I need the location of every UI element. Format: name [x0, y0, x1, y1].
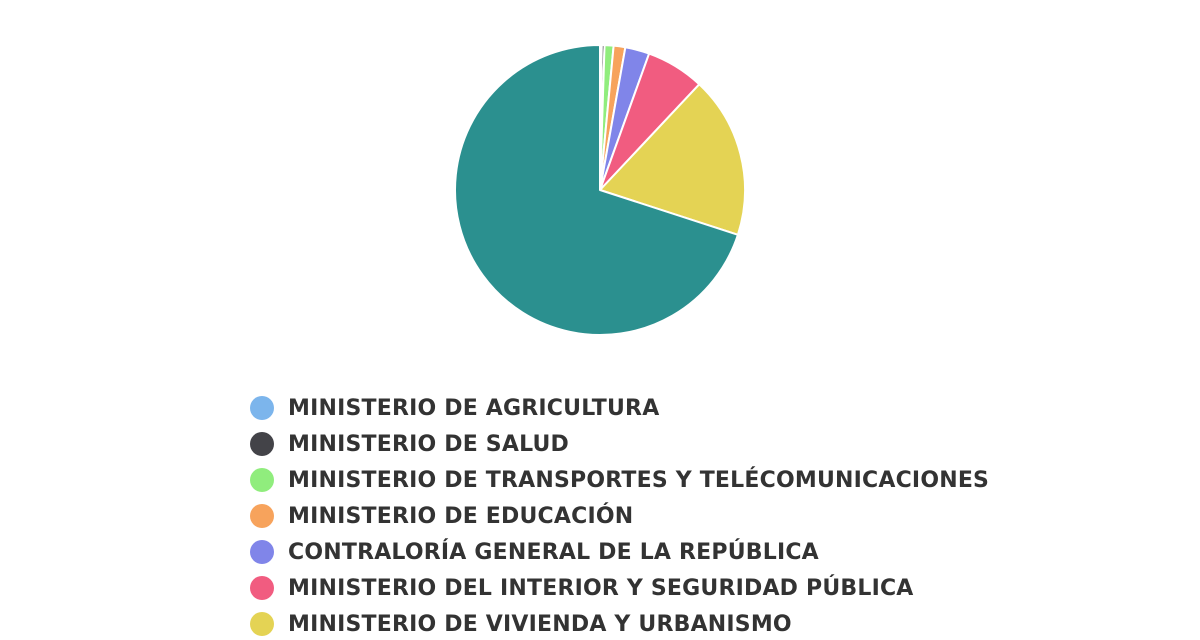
legend-swatch-icon — [250, 540, 274, 564]
legend-label: MINISTERIO DE AGRICULTURA — [288, 395, 660, 421]
legend-swatch-icon — [250, 432, 274, 456]
legend-swatch-icon — [250, 504, 274, 528]
legend-item-1[interactable]: MINISTERIO DE SALUD — [250, 426, 989, 462]
pie-slice-7[interactable] — [454, 44, 739, 336]
legend: MINISTERIO DE AGRICULTURA MINISTERIO DE S… — [250, 390, 989, 640]
legend-label: MINISTERIO DE SALUD — [288, 431, 570, 457]
legend-label: MINISTERIO DE VIVIENDA Y URBANISMO — [288, 611, 792, 637]
legend-swatch-icon — [250, 576, 274, 600]
legend-item-3[interactable]: MINISTERIO DE EDUCACIÓN — [250, 498, 989, 534]
legend-item-0[interactable]: MINISTERIO DE AGRICULTURA — [250, 390, 989, 426]
legend-label: MINISTERIO DE TRANSPORTES Y TELÉCOMUNICA… — [288, 467, 990, 493]
legend-swatch-icon — [250, 468, 274, 492]
legend-item-5[interactable]: MINISTERIO DEL INTERIOR Y SEGURIDAD PÚBL… — [250, 570, 989, 606]
legend-item-4[interactable]: CONTRALORÍA GENERAL DE LA REPÚBLICA — [250, 534, 989, 570]
legend-label: CONTRALORÍA GENERAL DE LA REPÚBLICA — [288, 539, 819, 565]
legend-swatch-icon — [250, 612, 274, 636]
legend-item-2[interactable]: MINISTERIO DE TRANSPORTES Y TELÉCOMUNICA… — [250, 462, 989, 498]
legend-label: MINISTERIO DE EDUCACIÓN — [288, 503, 634, 529]
legend-item-6[interactable]: MINISTERIO DE VIVIENDA Y URBANISMO — [250, 606, 989, 640]
pie-slice-6[interactable] — [599, 83, 746, 236]
legend-swatch-icon — [250, 396, 274, 420]
legend-label: MINISTERIO DEL INTERIOR Y SEGURIDAD PÚBL… — [288, 575, 914, 601]
